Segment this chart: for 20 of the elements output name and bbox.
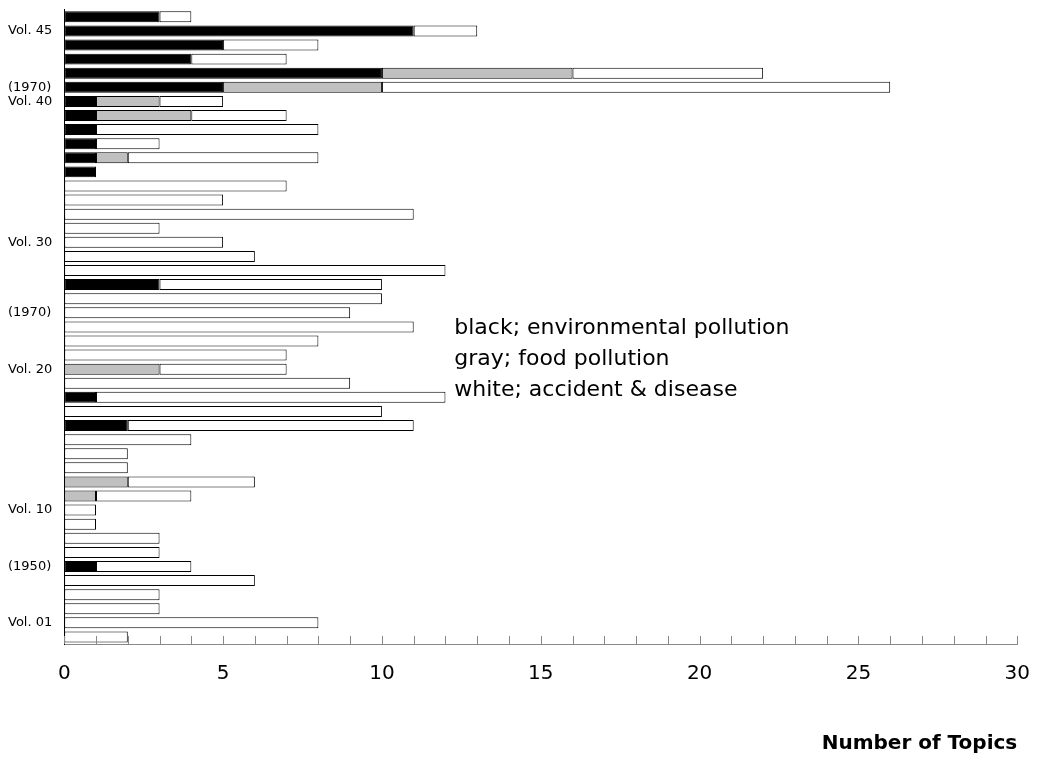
- annotation: gray; food pollution: [454, 344, 670, 370]
- y-tick-label: (1970): [8, 78, 52, 94]
- x-tick-label: 10: [369, 660, 395, 685]
- annotation: black; environmental pollution: [454, 313, 790, 339]
- x-tick-label: 30: [1004, 660, 1030, 685]
- x-tick-label: 25: [845, 660, 872, 685]
- y-tick-label: (1970): [8, 304, 52, 320]
- annotation: white; accident & disease: [454, 375, 738, 401]
- x-tick-label: 15: [528, 660, 554, 685]
- y-tick-label: Vol. 10: [8, 501, 53, 517]
- y-tick-label: Vol. 20: [8, 360, 53, 376]
- x-tick-label: 5: [216, 660, 230, 685]
- x-tick-label: 0: [57, 660, 71, 685]
- y-tick-label: Vol. 45: [8, 22, 53, 38]
- y-tick-label: Vol. 30: [8, 233, 53, 249]
- x-tick-label: 20: [686, 660, 713, 685]
- y-tick-label: Vol. 40: [8, 92, 53, 108]
- y-tick-label: (1950): [8, 557, 52, 573]
- y-tick-label: Vol. 01: [8, 614, 53, 630]
- x-axis-title: Number of Topics: [821, 730, 1018, 755]
